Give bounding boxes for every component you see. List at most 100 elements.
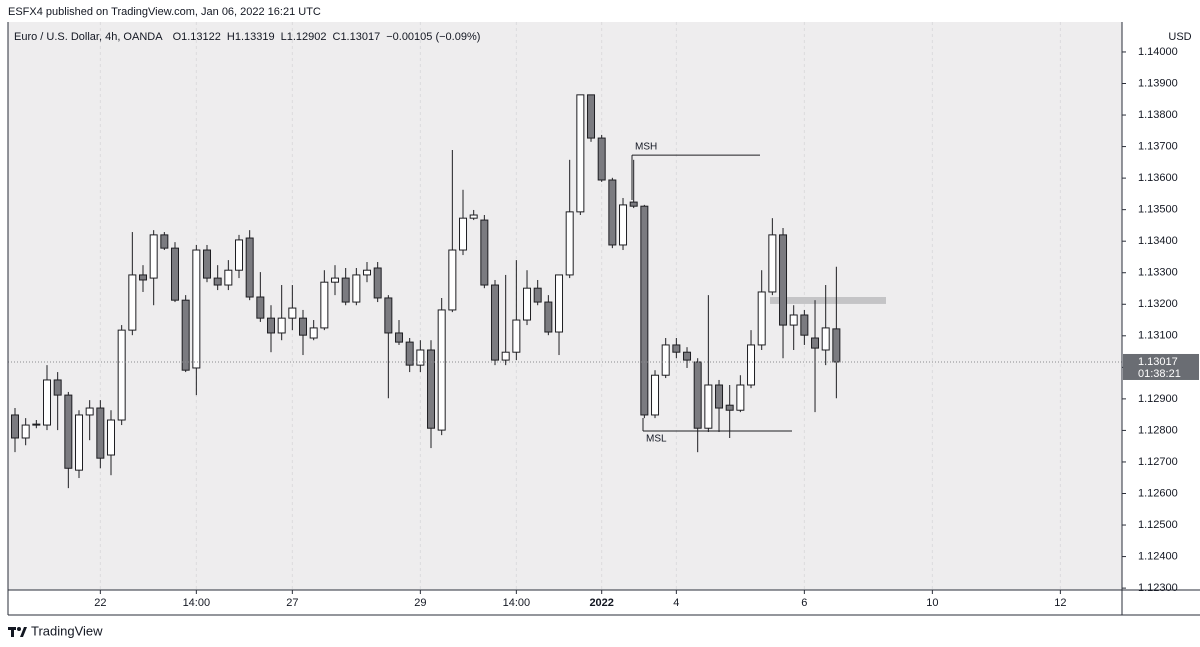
published-header: ESFX4 published on TradingView.com, Jan …: [8, 6, 321, 18]
y-tick-label: 1.13600: [1138, 172, 1178, 184]
candle-body: [661, 344, 670, 376]
candle-body: [53, 379, 62, 396]
candle-body: [245, 237, 254, 298]
y-tick-label: 1.12600: [1138, 487, 1178, 499]
y-tick-label: 1.13400: [1138, 235, 1178, 247]
x-tick-label: 6: [801, 597, 807, 609]
candle-body: [416, 349, 425, 366]
candle-body: [747, 344, 756, 386]
candle-body: [363, 269, 372, 276]
candle-body: [299, 317, 308, 336]
currency-label: USD: [1168, 31, 1191, 43]
y-tick-label: 1.12800: [1138, 424, 1178, 436]
candle-body: [160, 234, 169, 249]
candle-body: [651, 374, 660, 416]
y-tick-label: 1.14000: [1138, 46, 1178, 58]
candle-body: [139, 274, 148, 281]
legend-low: L1.12902: [281, 31, 327, 43]
legend-high: H1.13319: [227, 31, 275, 43]
candle-body: [341, 277, 350, 303]
y-tick-label: 1.12700: [1138, 456, 1178, 468]
legend-change: −0.00105 (−0.09%): [386, 31, 480, 43]
candle-body: [181, 299, 190, 371]
candle-body: [437, 309, 446, 431]
candle-body: [672, 344, 681, 353]
annotation-label: MSL: [646, 434, 667, 445]
candle-body: [725, 404, 734, 411]
candle-body: [555, 274, 564, 333]
x-tick-label: 12: [1054, 597, 1066, 609]
footer-brand: TradingView: [31, 623, 103, 638]
candle-body: [693, 361, 702, 429]
candle-body: [149, 234, 158, 279]
candle-body: [533, 287, 542, 303]
legend-symbol: Euro / U.S. Dollar, 4h, OANDA: [14, 31, 163, 43]
x-tick-label: 14:00: [183, 597, 211, 609]
y-tick-label: 1.13500: [1138, 204, 1178, 216]
candle-body: [768, 234, 777, 293]
x-tick-label: 2022: [589, 597, 613, 609]
x-tick-label: 27: [286, 597, 298, 609]
annotation-label: MSH: [635, 142, 657, 153]
y-tick-label: 1.12900: [1138, 393, 1178, 405]
candle-body: [192, 249, 201, 369]
candle-body: [757, 291, 766, 346]
candle-body: [565, 211, 574, 276]
candle-body: [384, 297, 393, 334]
candle-body: [128, 274, 137, 331]
marks: [8, 94, 1122, 489]
candle-body: [32, 423, 41, 426]
candle-body: [395, 332, 404, 343]
x-tick-label: 10: [926, 597, 938, 609]
candle-body: [373, 267, 382, 299]
legend-close: C1.13017: [333, 31, 381, 43]
candle-body: [587, 94, 596, 139]
candle-body: [640, 205, 649, 416]
candle-body: [715, 384, 724, 409]
candle-body: [576, 94, 585, 213]
candle-body: [203, 249, 212, 279]
candle-body: [544, 301, 553, 333]
y-tick-label: 1.13700: [1138, 140, 1178, 152]
y-tick-label: 1.12300: [1138, 582, 1178, 594]
y-tick-label: 1.12500: [1138, 519, 1178, 531]
candle-body: [224, 269, 233, 286]
candle-body: [213, 277, 222, 286]
plot-background: [8, 22, 1122, 590]
candle-body: [11, 414, 19, 439]
candle-body: [704, 384, 713, 429]
candle-body: [64, 394, 73, 469]
x-tick-label: 4: [673, 597, 679, 609]
candle-body: [267, 317, 276, 334]
candle-body: [779, 234, 788, 326]
price-axis-background: [1122, 22, 1200, 590]
y-tick-label: 1.13200: [1138, 298, 1178, 310]
candle-body: [821, 327, 830, 351]
candle-body: [288, 307, 297, 319]
candle-body: [43, 379, 52, 426]
candle-body: [85, 407, 94, 416]
candle-body: [235, 239, 244, 271]
candle-body: [491, 284, 500, 361]
candle-body: [523, 287, 532, 321]
candle-body: [480, 219, 489, 286]
tradingview-logo: [8, 627, 27, 637]
last-price-box: [1123, 353, 1199, 380]
candle-body: [75, 414, 84, 471]
candle-body: [171, 247, 180, 301]
logo-part: [11, 627, 14, 637]
candle-body: [309, 327, 318, 339]
last-price-label: 1.13017: [1138, 356, 1178, 368]
candle-body: [501, 351, 510, 361]
candle-body: [459, 217, 468, 251]
candle-body: [107, 419, 116, 456]
candle-body: [448, 249, 457, 311]
candle-body: [832, 328, 841, 363]
y-tick-label: 1.12400: [1138, 550, 1178, 562]
candle-body: [789, 314, 798, 326]
legend-open: O1.13122: [173, 31, 221, 43]
candle-body: [629, 201, 638, 207]
x-tick-label: 29: [414, 597, 426, 609]
zone: [770, 297, 886, 304]
candle-body: [597, 137, 606, 181]
